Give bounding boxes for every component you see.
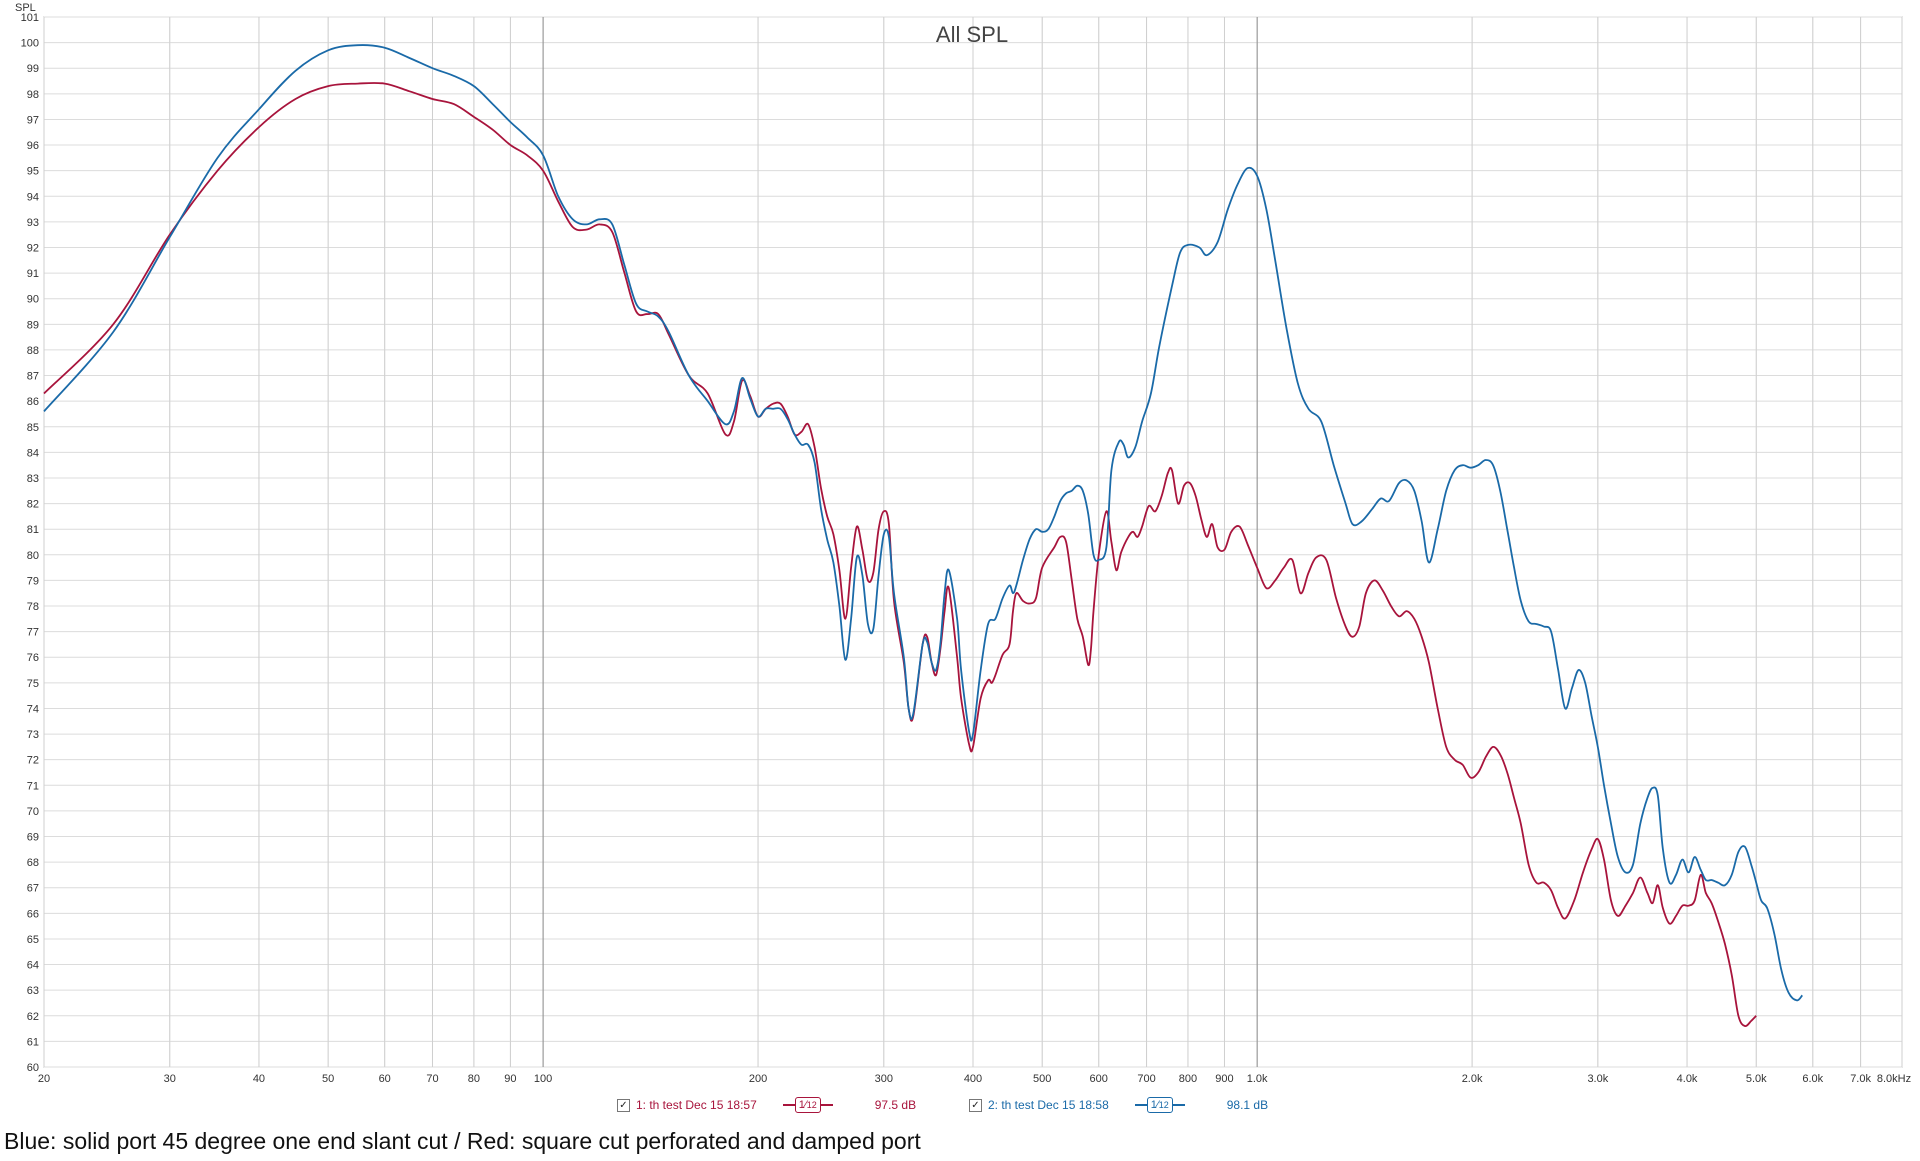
x-tick-label: 2.0k — [1462, 1073, 1483, 1085]
series-line-1 — [43, 82, 1757, 1028]
x-tick-label: 3.0k — [1587, 1073, 1608, 1085]
y-tick-label: 63 — [27, 985, 39, 997]
y-tick-label: 82 — [27, 499, 39, 511]
chart-title: All SPL — [936, 22, 1008, 47]
y-tick-label: 90 — [27, 294, 39, 306]
y-tick-label: 89 — [27, 319, 39, 331]
y-tick-label: 81 — [27, 524, 39, 536]
y-tick-label: 91 — [27, 268, 39, 280]
smoothing-indicator[interactable]: 1⁄12 — [1134, 1097, 1185, 1113]
y-tick-label: 76 — [27, 652, 39, 664]
y-tick-label: 98 — [27, 89, 39, 101]
smoothing-num: 1 — [1150, 1099, 1157, 1111]
smoothing-den: 12 — [806, 1100, 817, 1110]
legend-level: 98.1 dB — [1226, 1098, 1269, 1112]
spl-chart: 60 61 62 63 64 65 66 67 68 69 70 71 72 73 74 75 76 77 78 79… — [15, 2, 1911, 1085]
legend: ✓ 1: th test Dec 15 18:57 1⁄12 97.5 dB ✓… — [0, 1093, 1920, 1121]
y-tick-label: 68 — [27, 857, 39, 869]
y-tick-label: 96 — [27, 140, 39, 152]
y-tick-label: 87 — [27, 371, 39, 383]
series-line-2 — [43, 44, 1803, 1002]
tick-labels: 60 61 62 63 64 65 66 67 68 69 70 71 72 73 74 75 76 77 78 79… — [21, 12, 1911, 1085]
x-tick-label: 1.0k — [1247, 1073, 1268, 1085]
legend-level: 97.5 dB — [874, 1098, 917, 1112]
y-tick-label: 95 — [27, 166, 39, 178]
x-tick-label: 90 — [504, 1073, 516, 1085]
legend-label: 1: th test Dec 15 18:57 — [636, 1098, 757, 1112]
y-tick-label: 77 — [27, 627, 39, 639]
x-tick-label: 8.0kHz — [1877, 1073, 1911, 1085]
y-tick-label: 86 — [27, 396, 39, 408]
y-tick-label: 101 — [21, 12, 39, 24]
series-lines — [43, 44, 1803, 1028]
y-tick-label: 62 — [27, 1011, 39, 1023]
legend-item-2[interactable]: ✓ 2: th test Dec 15 18:58 1⁄12 98.1 dB — [969, 1093, 1268, 1117]
y-tick-label: 80 — [27, 550, 39, 562]
legend-label: 2: th test Dec 15 18:58 — [988, 1098, 1109, 1112]
y-axis-label: SPL — [15, 2, 36, 14]
y-tick-label: 85 — [27, 422, 39, 434]
y-tick-label: 94 — [27, 191, 39, 203]
y-tick-label: 75 — [27, 678, 39, 690]
y-tick-label: 69 — [27, 832, 39, 844]
y-tick-label: 79 — [27, 575, 39, 587]
x-tick-label: 5.0k — [1746, 1073, 1767, 1085]
smoothing-den: 12 — [1158, 1100, 1169, 1110]
x-tick-label: 4.0k — [1677, 1073, 1698, 1085]
y-tick-label: 66 — [27, 908, 39, 920]
y-tick-label: 65 — [27, 934, 39, 946]
x-tick-label: 7.0k — [1850, 1073, 1871, 1085]
checkbox-icon[interactable]: ✓ — [969, 1098, 982, 1112]
x-tick-label: 200 — [749, 1073, 767, 1085]
x-tick-label: 600 — [1090, 1073, 1108, 1085]
x-tick-label: 30 — [164, 1073, 176, 1085]
x-tick-label: 100 — [534, 1073, 552, 1085]
x-tick-label: 6.0k — [1802, 1073, 1823, 1085]
legend-item-1[interactable]: ✓ 1: th test Dec 15 18:57 1⁄12 97.5 dB — [617, 1093, 916, 1117]
y-tick-label: 93 — [27, 217, 39, 229]
caption: Blue: solid port 45 degree one end slant… — [4, 1128, 921, 1154]
checkbox-icon[interactable]: ✓ — [617, 1098, 630, 1112]
y-tick-label: 73 — [27, 729, 39, 741]
y-tick-label: 92 — [27, 242, 39, 254]
y-tick-label: 78 — [27, 601, 39, 613]
y-tick-label: 88 — [27, 345, 39, 357]
x-tick-label: 900 — [1215, 1073, 1233, 1085]
x-tick-label: 300 — [875, 1073, 893, 1085]
y-tick-label: 60 — [27, 1062, 39, 1074]
y-tick-label: 74 — [27, 703, 39, 715]
y-tick-label: 71 — [27, 780, 39, 792]
x-tick-label: 700 — [1137, 1073, 1155, 1085]
y-tick-label: 64 — [27, 960, 39, 972]
x-tick-label: 400 — [964, 1073, 982, 1085]
y-tick-label: 67 — [27, 883, 39, 895]
y-tick-label: 99 — [27, 63, 39, 75]
x-tick-label: 40 — [253, 1073, 265, 1085]
y-tick-label: 72 — [27, 755, 39, 767]
x-tick-label: 50 — [322, 1073, 334, 1085]
x-tick-label: 70 — [426, 1073, 438, 1085]
smoothing-indicator[interactable]: 1⁄12 — [782, 1097, 833, 1113]
y-tick-label: 61 — [27, 1036, 39, 1048]
smoothing-num: 1 — [798, 1099, 805, 1111]
y-tick-label: 70 — [27, 806, 39, 818]
grid-lines — [43, 16, 1903, 1068]
x-tick-label: 20 — [38, 1073, 50, 1085]
y-tick-label: 97 — [27, 114, 39, 126]
x-tick-label: 60 — [379, 1073, 391, 1085]
x-tick-label: 800 — [1179, 1073, 1197, 1085]
y-tick-label: 83 — [27, 473, 39, 485]
y-tick-label: 84 — [27, 447, 39, 459]
y-tick-label: 100 — [21, 38, 39, 50]
x-tick-label: 80 — [468, 1073, 480, 1085]
x-tick-label: 500 — [1033, 1073, 1051, 1085]
